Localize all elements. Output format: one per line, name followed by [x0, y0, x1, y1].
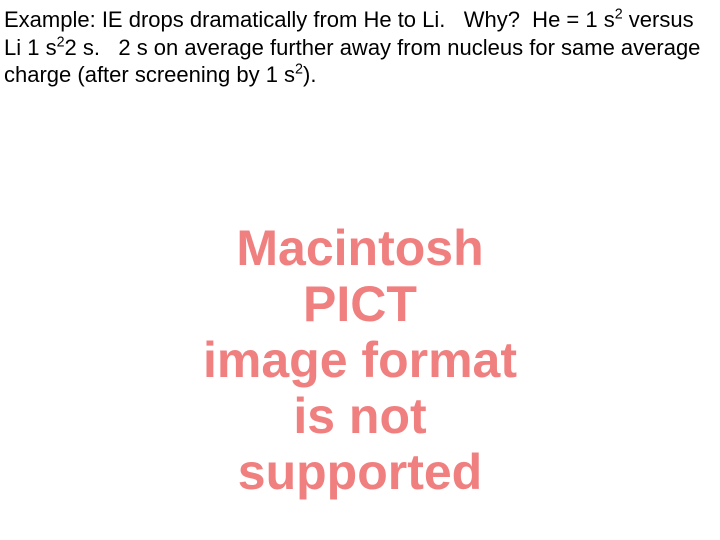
paragraph-text: Example: IE drops dramatically from He t…: [4, 7, 615, 32]
pict-unsupported-message: Macintosh PICTimage formatis not support…: [180, 220, 540, 500]
error-line: Macintosh PICT: [180, 220, 540, 332]
superscript-text: 2: [615, 7, 623, 23]
superscript-text: 2: [57, 34, 65, 50]
superscript-text: 2: [295, 62, 303, 78]
error-line: image format: [180, 332, 540, 388]
explanation-paragraph: Example: IE drops dramatically from He t…: [4, 6, 716, 89]
error-line: is not supported: [180, 388, 540, 500]
paragraph-text: 2 s. 2 s on average further away from nu…: [4, 35, 700, 88]
paragraph-text: ).: [303, 62, 316, 87]
